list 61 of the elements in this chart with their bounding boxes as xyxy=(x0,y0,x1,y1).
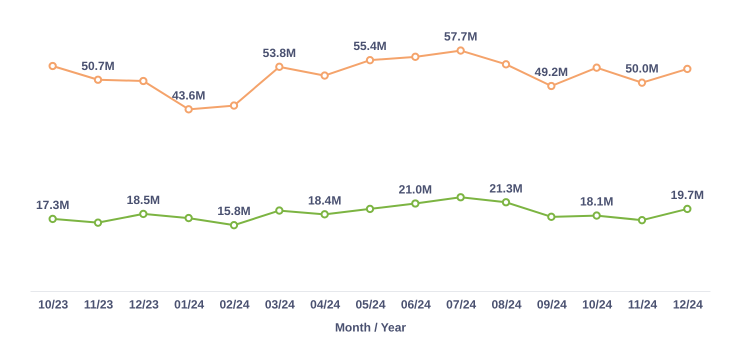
x-axis-title: Month / Year xyxy=(334,320,406,334)
point xyxy=(683,204,692,214)
point xyxy=(139,76,148,86)
x-tick-label: 04/24 xyxy=(310,298,341,312)
x-tick-label: 11/24 xyxy=(628,298,658,312)
data-label: 57.7M xyxy=(444,30,478,44)
point xyxy=(456,193,465,202)
x-tick-label: 11/23 xyxy=(84,298,114,312)
point xyxy=(184,105,193,114)
point xyxy=(94,218,102,227)
point xyxy=(683,64,692,74)
data-label: 21.3M xyxy=(489,181,523,196)
x-tick-label: 06/24 xyxy=(400,298,432,312)
data-label: 50.0M xyxy=(625,62,659,76)
point xyxy=(275,206,284,215)
point xyxy=(139,210,148,218)
x-tick-label: 10/24 xyxy=(582,298,613,312)
point xyxy=(638,216,646,224)
point xyxy=(366,204,374,214)
data-label: 49.2M xyxy=(534,65,568,79)
data-label: 21.0M xyxy=(398,182,432,196)
point xyxy=(592,64,601,72)
point xyxy=(48,214,57,224)
point xyxy=(502,60,510,68)
x-tick-label: 08/24 xyxy=(491,298,522,312)
point xyxy=(547,82,556,90)
data-label: 18.5M xyxy=(126,192,160,207)
data-label: 43.6M xyxy=(172,88,206,102)
point xyxy=(592,211,601,220)
point xyxy=(547,212,556,221)
x-tick-label: 10/23 xyxy=(38,298,69,312)
x-tick-label: 01/24 xyxy=(174,298,205,312)
point xyxy=(230,101,238,110)
point xyxy=(94,76,102,84)
point xyxy=(411,199,420,208)
data-label: 17.3M xyxy=(36,198,70,212)
x-tick-label: 09/24 xyxy=(536,298,568,312)
point xyxy=(456,46,465,55)
x-tick-label: 05/24 xyxy=(355,298,386,312)
point xyxy=(275,62,284,71)
data-label: 55.4M xyxy=(353,39,387,54)
data-label: 15.8M xyxy=(217,204,251,218)
point xyxy=(320,71,329,80)
x-tick-label: 02/24 xyxy=(219,298,250,312)
data-label: 18.4M xyxy=(308,193,342,208)
point xyxy=(48,62,57,70)
point xyxy=(638,78,646,87)
data-label: 19.7M xyxy=(670,188,704,202)
data-label: 50.7M xyxy=(81,58,115,73)
point xyxy=(184,214,193,222)
point xyxy=(320,210,329,218)
data-label: 18.1M xyxy=(580,194,614,209)
point xyxy=(502,198,510,206)
x-tick-label: 07/24 xyxy=(446,298,477,312)
point xyxy=(230,221,238,230)
x-tick-label: 12/24 xyxy=(672,298,704,312)
point xyxy=(366,56,374,64)
x-tick-label: 12/23 xyxy=(128,298,160,312)
x-tick-label: 03/24 xyxy=(264,298,296,312)
data-label: 53.8M xyxy=(262,46,296,60)
point xyxy=(411,52,420,61)
